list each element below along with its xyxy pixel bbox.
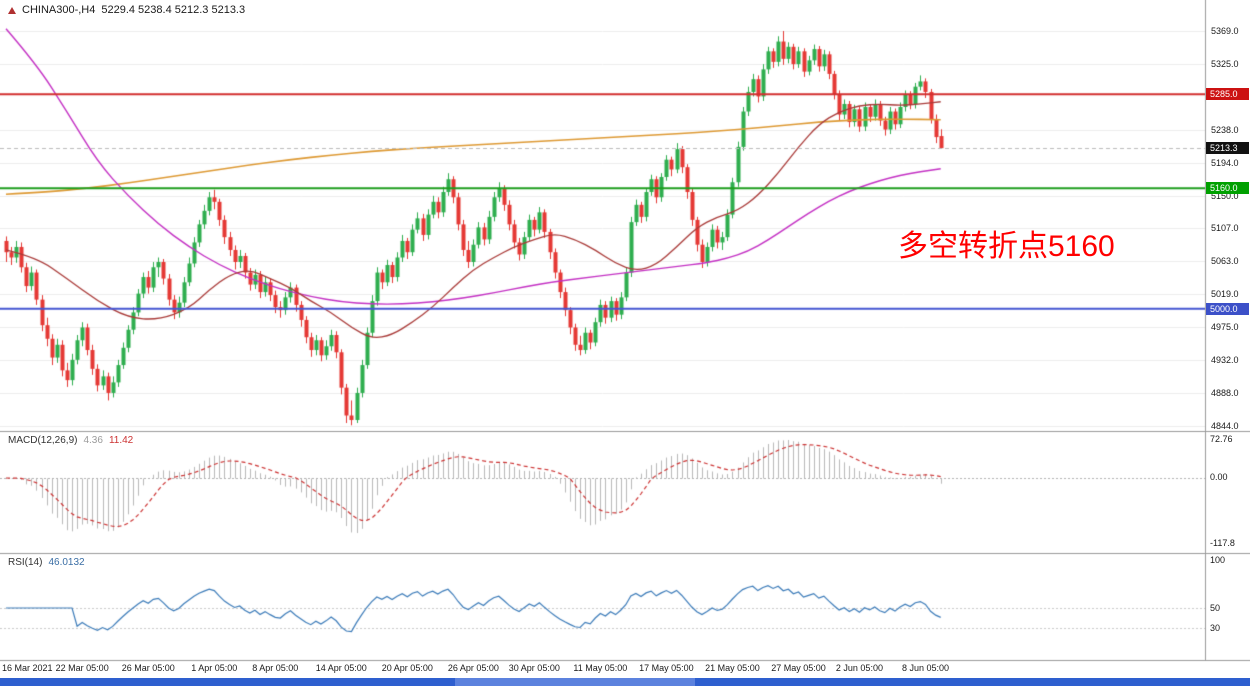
- rsi-name: RSI(14): [8, 557, 43, 568]
- time-axis-label: 16 Mar 2021: [2, 663, 53, 673]
- taskbar-strip[interactable]: [0, 678, 1250, 686]
- time-axis-label: 21 May 05:00: [705, 663, 760, 673]
- price-axis-label: 5063.0: [1211, 256, 1239, 267]
- chart-title: CHINA300-,H4 5229.4 5238.4 5212.3 5213.3: [8, 4, 245, 16]
- rsi-value: 46.0132: [48, 557, 85, 568]
- price-axis-label: 4975.0: [1211, 322, 1239, 333]
- symbol-period-label: CHINA300-,H4: [22, 4, 96, 16]
- taskbar-active-segment[interactable]: [455, 678, 695, 686]
- macd-name: MACD(12,26,9): [8, 435, 78, 446]
- symbol-marker-icon: [8, 6, 16, 14]
- price-axis-label: 4844.0: [1211, 421, 1239, 432]
- price-tag: 5000.0: [1206, 302, 1249, 315]
- price-axis-label: 5019.0: [1211, 289, 1239, 300]
- chart-annotation-text[interactable]: 多空转折点5160: [898, 230, 1115, 263]
- price-axis-label: 5194.0: [1211, 157, 1239, 168]
- time-axis-label: 2 Jun 05:00: [835, 663, 883, 673]
- time-axis[interactable]: 16 Mar 2021 22 Mar 05:00 26 Mar 05:00 1 Apr…: [0, 663, 1205, 677]
- macd-indicator-label: MACD(12,26,9) 4.36 11.42: [8, 435, 133, 446]
- time-axis-label: 27 May 05:00: [771, 663, 826, 673]
- time-axis-label: 1 Apr 05:00: [191, 663, 238, 673]
- price-axis[interactable]: 5369.0 5325.0 5238.0 5194.0 5150.0 5107.0 5063…: [1205, 0, 1250, 660]
- price-axis-label: 4932.0: [1211, 354, 1239, 365]
- price-tag: 5285.0: [1206, 88, 1249, 101]
- macd-main-value: 4.36: [83, 435, 103, 446]
- price-axis-label: 5238.0: [1211, 124, 1239, 135]
- macd-axis-label: 72.76: [1210, 434, 1233, 444]
- time-axis-label: 26 Mar 05:00: [121, 663, 175, 673]
- price-axis-label: 5107.0: [1211, 223, 1239, 234]
- rsi-axis-label: 100: [1210, 555, 1226, 565]
- time-axis-label: 8 Jun 05:00: [901, 663, 949, 673]
- price-axis-label: 5325.0: [1211, 59, 1239, 70]
- price-axis-label: 4888.0: [1211, 387, 1239, 398]
- macd-signal-value: 11.42: [108, 435, 134, 446]
- ohlc-values: 5229.4 5238.4 5212.3 5213.3: [101, 4, 246, 16]
- macd-axis-label: 0.00: [1210, 472, 1228, 482]
- time-axis-label: 8 Apr 05:00: [252, 663, 299, 673]
- price-axis-label: 5369.0: [1211, 26, 1239, 36]
- time-axis-label: 20 Apr 05:00: [381, 663, 433, 673]
- time-axis-label: 11 May 05:00: [573, 663, 628, 673]
- time-axis-label: 22 Mar 05:00: [55, 663, 109, 673]
- time-axis-label: 14 Apr 05:00: [315, 663, 367, 673]
- time-axis-label: 30 Apr 05:00: [508, 663, 560, 673]
- price-tag: 5160.0: [1206, 182, 1249, 195]
- macd-axis-label: -117.8: [1210, 538, 1235, 548]
- price-tag: 5213.3: [1206, 142, 1249, 155]
- time-axis-label: 17 May 05:00: [639, 663, 694, 673]
- rsi-indicator-label: RSI(14) 46.0132: [8, 557, 85, 568]
- rsi-axis-label: 50: [1210, 603, 1221, 613]
- time-axis-label: 26 Apr 05:00: [447, 663, 499, 673]
- price-axis-label: 5150.0: [1211, 190, 1239, 201]
- rsi-axis-label: 30: [1210, 623, 1221, 633]
